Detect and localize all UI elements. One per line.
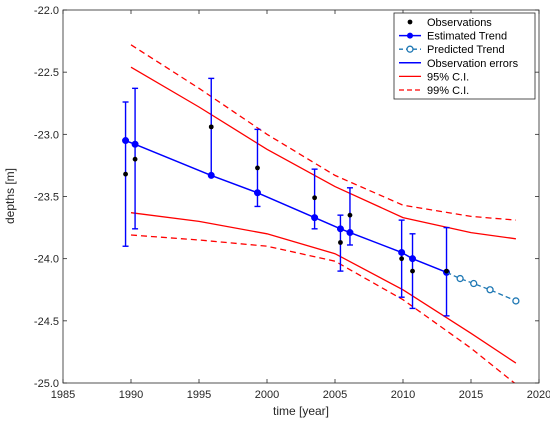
legend-entry: 95% C.I. (399, 71, 469, 83)
y-tick-label: -22.0 (34, 5, 59, 17)
legend-entry: Observations (407, 17, 492, 29)
estimated-trend-point (346, 229, 354, 237)
ci99-upper-line (130, 44, 516, 221)
predicted-trend-point (456, 274, 464, 283)
y-tick-label: -23.5 (34, 192, 59, 204)
x-tick-label: 2015 (459, 389, 483, 401)
estimated-trend-point (253, 189, 261, 197)
estimated-trend-line (125, 139, 447, 273)
x-tick-label: 1985 (51, 389, 75, 401)
estimated-trend-point (336, 225, 344, 233)
ci95-upper-line (130, 66, 516, 240)
estimated-trend-point (131, 140, 139, 148)
observation-point (208, 124, 214, 130)
x-tick-label: 1995 (187, 389, 211, 401)
observation-point (312, 195, 317, 201)
legend-swatch-marker (407, 32, 413, 39)
legend-box (393, 12, 536, 100)
predicted-trend-line (446, 271, 517, 302)
legend-label: Observations (427, 17, 492, 29)
predicted-trend-point (470, 279, 478, 288)
legend-label: Predicted Trend (427, 44, 505, 56)
x-tick-label: 2005 (323, 389, 347, 401)
observation-point (399, 256, 405, 262)
legend-entry: Predicted Trend (399, 44, 505, 56)
y-tick-label: -23.0 (34, 129, 59, 141)
legend-label: Observation errors (427, 58, 519, 70)
y-tick-label: -25.0 (34, 378, 59, 390)
estimated-trend-point (311, 214, 319, 222)
observation-point (123, 171, 128, 177)
observation-point (132, 156, 138, 162)
observation-point (338, 240, 343, 245)
x-tick-label: 2020 (527, 389, 550, 401)
x-tick-label: 2000 (255, 389, 279, 401)
y-axis-label: depths [m] (3, 168, 17, 224)
legend-swatch (407, 19, 413, 25)
legend-entry: Observation errors (399, 58, 519, 70)
predicted-trend-point (486, 286, 494, 294)
estimated-trend-point (207, 171, 215, 179)
legend-label: Estimated Trend (427, 31, 507, 43)
legend-swatch-marker (406, 45, 414, 53)
y-tick-label: -24.5 (34, 316, 59, 328)
x-tick-label: 1990 (119, 389, 143, 401)
estimated-trend-point (122, 137, 130, 145)
legend-entry: Estimated Trend (399, 31, 507, 43)
observation-point (410, 268, 415, 274)
legend-label: 99% C.I. (427, 85, 469, 97)
observation-point (444, 268, 449, 274)
legend-label: 95% C.I. (427, 71, 469, 83)
observation-point (347, 212, 353, 218)
estimated-trend-point (409, 255, 417, 263)
legend-entry: 99% C.I. (399, 85, 469, 97)
x-tick-label: 2010 (391, 389, 415, 401)
x-axis-label: time [year] (273, 404, 329, 418)
estimated-trend-point (398, 248, 406, 256)
ci95-lower-line (130, 212, 517, 364)
observation-point (255, 165, 260, 171)
y-tick-label: -24.0 (34, 254, 59, 266)
y-tick-label: -22.5 (34, 67, 59, 79)
predicted-trend-point (512, 297, 520, 305)
